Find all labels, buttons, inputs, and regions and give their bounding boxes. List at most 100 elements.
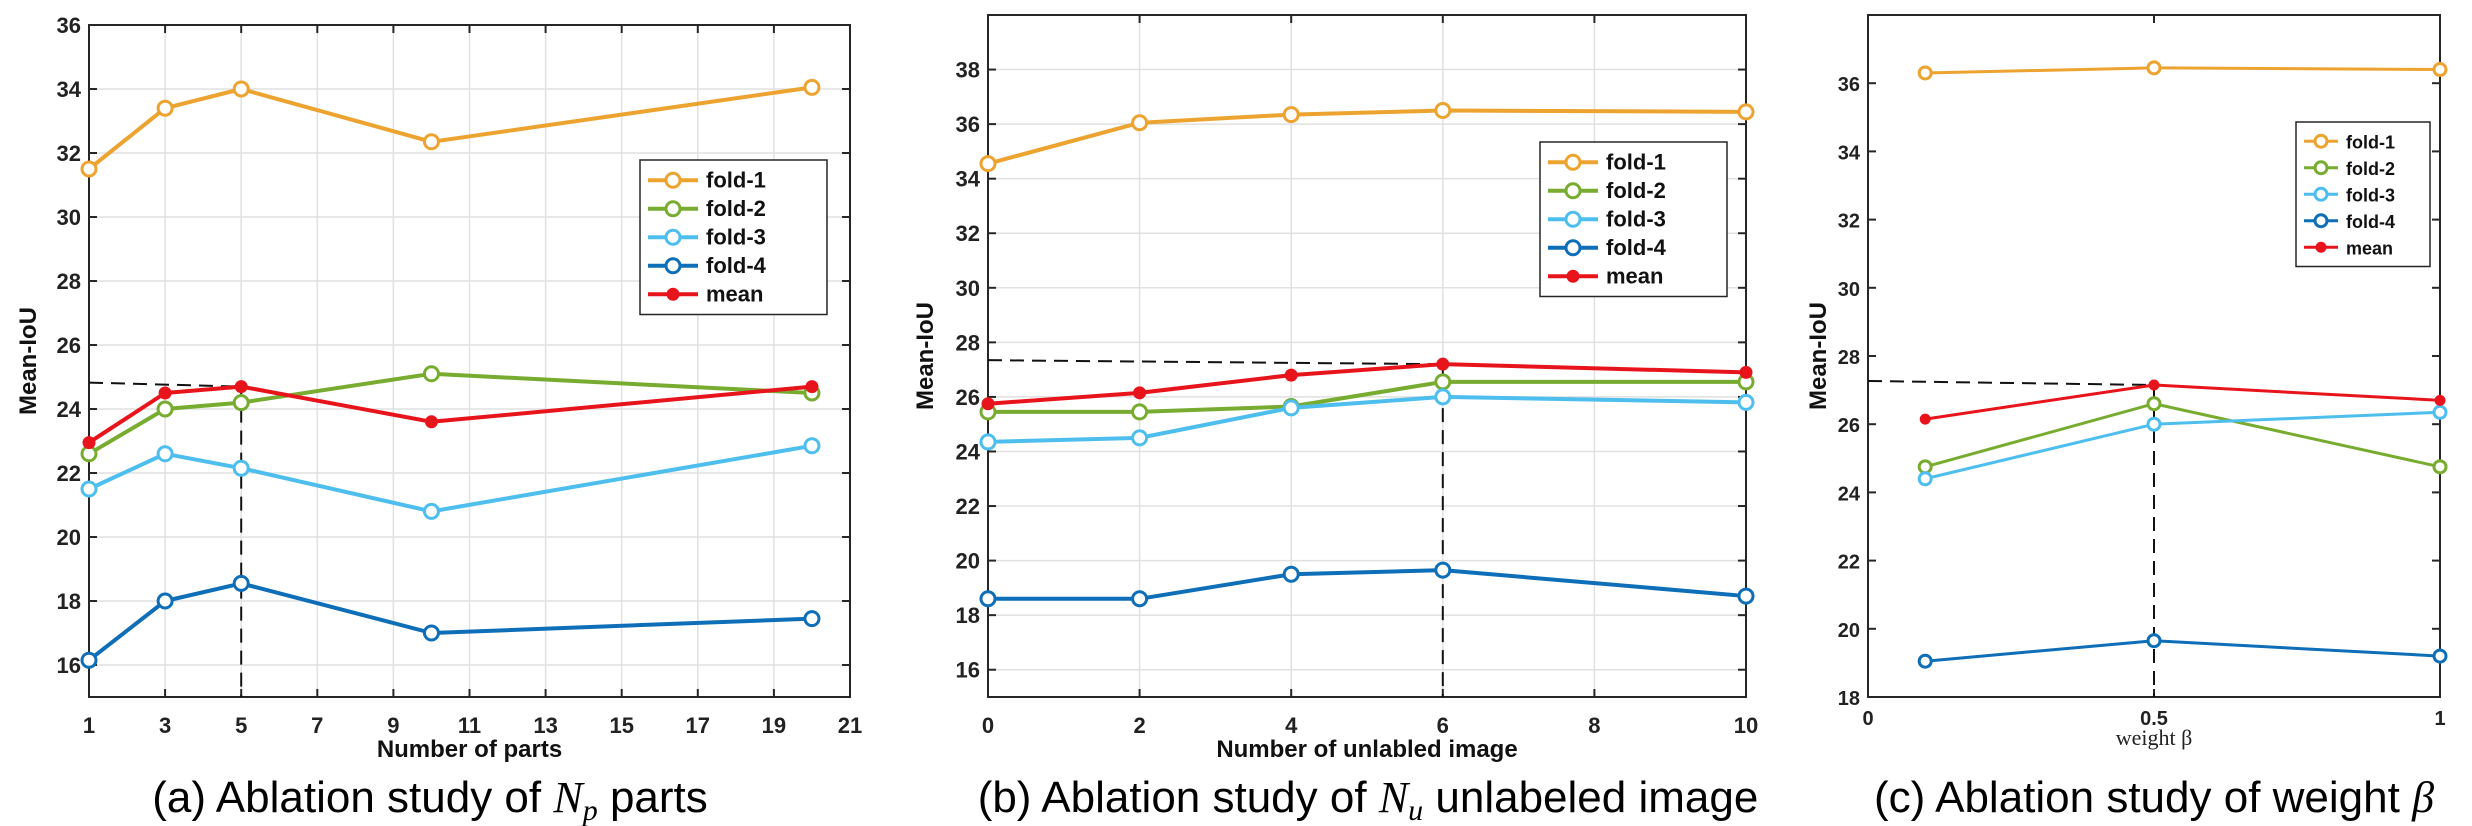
point-fold-2 bbox=[1434, 373, 1452, 391]
point-fold-1 bbox=[1737, 103, 1755, 121]
series-line-fold-4 bbox=[988, 568, 1747, 601]
point-fold-2 bbox=[232, 394, 250, 412]
point-fold-4 bbox=[1282, 565, 1300, 583]
point-mean bbox=[158, 386, 172, 400]
point-mean bbox=[424, 415, 438, 429]
x-tick-label: 1 bbox=[2434, 708, 2445, 730]
panel-a: 1 3 5 7 9 11 13 15 17 19 211618202224262830323436N… bbox=[15, 13, 862, 826]
point-mean bbox=[2434, 394, 2446, 406]
legend-label-fold-2: fold-2 bbox=[706, 196, 766, 221]
point-fold-2 bbox=[1917, 459, 1933, 475]
legend-marker-fold-2 bbox=[1564, 182, 1582, 200]
legend-marker-fold-2 bbox=[664, 200, 682, 218]
x-tick-label: 2 bbox=[1133, 713, 1145, 738]
series-line-mean bbox=[87, 384, 813, 445]
point-fold-1 bbox=[2146, 60, 2162, 76]
y-tick-label: 20 bbox=[1838, 620, 1860, 642]
caption-a: (a) Ablation study of Np parts bbox=[152, 773, 708, 826]
point-fold-1 bbox=[979, 155, 997, 173]
point-fold-3 bbox=[2432, 404, 2448, 420]
point-fold-4 bbox=[1917, 653, 1933, 669]
legend-marker-fold-2 bbox=[2313, 160, 2329, 176]
legend-marker-fold-4 bbox=[664, 257, 682, 275]
caption-b: (b) Ablation study of Nu unlabeled image bbox=[978, 773, 1759, 826]
y-tick-label: 32 bbox=[1838, 211, 1860, 233]
x-tick-label: 21 bbox=[838, 713, 862, 738]
x-axis-label: weight β bbox=[2116, 725, 2193, 750]
y-tick-label: 22 bbox=[1838, 552, 1860, 574]
point-fold-4 bbox=[1737, 587, 1755, 605]
series-fold-2 bbox=[80, 365, 821, 463]
legend-label-fold-1: fold-1 bbox=[1606, 149, 1666, 174]
y-tick-label: 18 bbox=[1838, 688, 1860, 710]
point-fold-4 bbox=[80, 651, 98, 669]
legend-label-fold-1: fold-1 bbox=[2346, 132, 2395, 152]
x-tick-label: 0.5 bbox=[2140, 708, 2168, 730]
point-fold-3 bbox=[1917, 471, 1933, 487]
series-fold-4 bbox=[1917, 633, 2448, 669]
legend-label-fold-2: fold-2 bbox=[1606, 178, 1666, 203]
point-fold-3 bbox=[1434, 388, 1452, 406]
point-mean bbox=[1284, 368, 1298, 382]
point-fold-4 bbox=[803, 610, 821, 628]
point-fold-3 bbox=[1282, 399, 1300, 417]
point-fold-2 bbox=[422, 365, 440, 383]
y-tick-label: 38 bbox=[956, 58, 980, 83]
reference-line-horizontal bbox=[1867, 379, 2155, 386]
y-tick-label: 30 bbox=[956, 276, 980, 301]
point-fold-1 bbox=[1282, 106, 1300, 124]
legend-label-fold-2: fold-2 bbox=[2346, 159, 2395, 179]
caption-subscript: p bbox=[581, 794, 598, 826]
point-mean bbox=[1919, 413, 1931, 425]
legend-label-fold-1: fold-1 bbox=[706, 167, 766, 192]
point-fold-4 bbox=[156, 592, 174, 610]
series-line-fold-1 bbox=[1925, 66, 2441, 75]
point-fold-3 bbox=[156, 445, 174, 463]
series-line-fold-1 bbox=[87, 85, 813, 171]
y-tick-label: 26 bbox=[57, 333, 81, 358]
y-tick-label: 28 bbox=[956, 330, 980, 355]
legend-marker-fold-3 bbox=[1564, 210, 1582, 228]
point-fold-1 bbox=[1434, 101, 1452, 119]
point-fold-4 bbox=[2432, 648, 2448, 664]
point-fold-2 bbox=[2146, 396, 2162, 412]
y-tick-label: 26 bbox=[1838, 415, 1860, 437]
reference-line-horizontal bbox=[987, 359, 1443, 366]
y-tick-label: 30 bbox=[1838, 279, 1860, 301]
y-tick-label: 20 bbox=[956, 549, 980, 574]
reference-line-horizontal bbox=[88, 381, 242, 388]
legend-label-fold-3: fold-3 bbox=[1606, 206, 1666, 231]
y-tick-label: 24 bbox=[57, 397, 82, 422]
legend: fold-1 fold-2 fold-3 fold-4 mean bbox=[1539, 141, 1728, 298]
legend-marker-mean bbox=[2315, 241, 2327, 253]
legend-label-fold-3: fold-3 bbox=[2346, 185, 2395, 205]
y-tick-label: 36 bbox=[1838, 74, 1860, 96]
y-tick-label: 16 bbox=[57, 653, 81, 678]
caption-variable: β bbox=[2411, 773, 2434, 822]
legend-label-fold-4: fold-4 bbox=[1606, 235, 1667, 260]
y-tick-label: 26 bbox=[956, 385, 980, 410]
x-tick-label: 3 bbox=[159, 713, 171, 738]
caption-variable: N bbox=[1378, 773, 1411, 822]
series-line-fold-4 bbox=[1925, 639, 2441, 663]
y-tick-label: 24 bbox=[956, 439, 981, 464]
point-fold-2 bbox=[1131, 403, 1149, 421]
y-tick-label: 16 bbox=[956, 658, 980, 683]
x-tick-label: 5 bbox=[235, 713, 247, 738]
legend-label-fold-4: fold-4 bbox=[2346, 212, 2395, 232]
series-fold-3 bbox=[1917, 404, 2448, 487]
y-axis-label: Mean-IoU bbox=[1805, 302, 1832, 410]
legend-label-mean: mean bbox=[2346, 238, 2393, 258]
point-fold-4 bbox=[1434, 561, 1452, 579]
y-tick-label: 18 bbox=[57, 589, 81, 614]
point-fold-2 bbox=[156, 400, 174, 418]
series-fold-1 bbox=[979, 101, 1755, 173]
point-fold-3 bbox=[1737, 393, 1755, 411]
x-tick-label: 17 bbox=[686, 713, 710, 738]
x-tick-label: 11 bbox=[458, 713, 481, 738]
x-tick-label: 15 bbox=[609, 713, 633, 738]
y-tick-label: 34 bbox=[956, 167, 981, 192]
x-axis-label: Number of unlabled image bbox=[1216, 736, 1517, 763]
